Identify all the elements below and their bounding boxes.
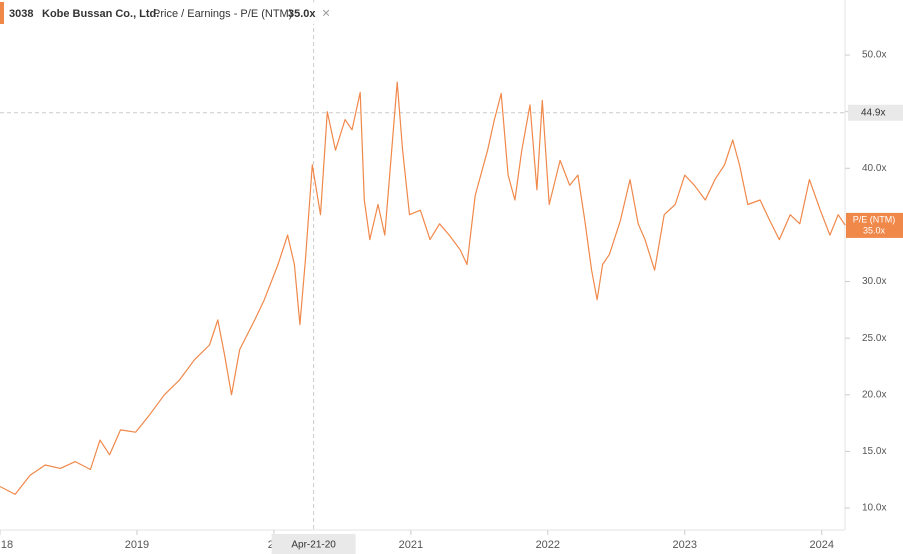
last-value-label: 35.0x [863, 225, 886, 235]
x-tick-label: 2024 [809, 539, 833, 551]
header-bg [4, 2, 340, 24]
crosshair-y-tag [848, 104, 903, 121]
last-value-name: P/E (NTM) [853, 214, 896, 224]
x-tick-label: 2023 [673, 539, 697, 551]
y-tick-label: 40.0x [862, 163, 886, 174]
y-tick-label: 30.0x [862, 276, 886, 287]
last-value-tag [846, 212, 903, 238]
y-tick-label: 15.0x [862, 446, 886, 457]
crosshair-x-label: Apr-21-20 [291, 540, 336, 551]
y-tick-label: 20.0x [862, 389, 886, 400]
header-value: 35.0x [288, 8, 316, 20]
ticker: 3038 [9, 8, 33, 20]
close-button[interactable]: × [322, 5, 330, 21]
header-accent [0, 2, 4, 24]
metric: Price / Earnings - P/E (NTM) [153, 8, 292, 20]
x-tick-label: 2021 [399, 539, 423, 551]
company: Kobe Bussan Co., Ltd. [42, 8, 159, 20]
series-line [0, 81, 846, 495]
y-tick-label: 10.0x [862, 503, 886, 514]
x-tick-label: 2019 [125, 539, 149, 551]
crosshair-y-label: 44.9x [861, 107, 885, 118]
x-tick-label: 2022 [536, 539, 560, 551]
y-tick-label: 50.0x [862, 50, 886, 61]
x-tick-label: 18 [1, 539, 13, 551]
y-tick-label: 25.0x [862, 333, 886, 344]
crosshair-x-tag [271, 534, 356, 554]
